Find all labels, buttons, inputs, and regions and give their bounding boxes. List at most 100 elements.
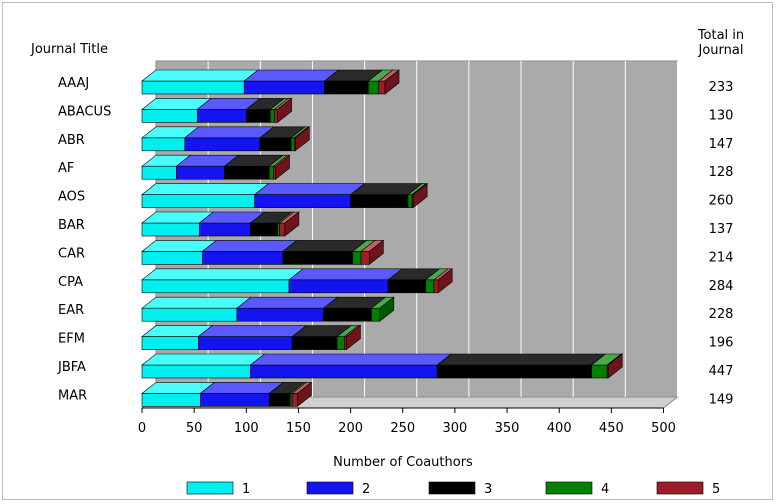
bar-segment xyxy=(268,393,291,407)
totals-header-line1: Total in xyxy=(697,28,744,43)
total-label: 233 xyxy=(709,80,734,95)
bar-segment xyxy=(274,109,278,123)
x-tick-label: 400 xyxy=(547,421,572,436)
total-label: 284 xyxy=(709,279,734,294)
bar-segment-side xyxy=(379,296,395,322)
bar-segment-side xyxy=(607,353,623,379)
bar-segment-side xyxy=(295,126,310,152)
bar-segment xyxy=(141,364,251,379)
bar-group-cpa xyxy=(141,268,454,294)
bar-segment xyxy=(591,364,608,379)
bar-segment-side xyxy=(384,69,400,95)
bar-segment-top xyxy=(243,69,340,82)
bar-segment xyxy=(268,165,274,180)
bar-group-aos xyxy=(141,182,429,209)
y-axis-title: Journal Title xyxy=(30,42,108,57)
bar-group-aaaj xyxy=(141,69,400,95)
category-label: AAAJ xyxy=(58,76,89,91)
bar-segment-side xyxy=(277,97,292,124)
x-tick-label: 200 xyxy=(338,421,363,436)
bar-segment-top xyxy=(436,353,607,366)
x-tick-label: 450 xyxy=(599,421,624,436)
bar-segment xyxy=(141,307,238,322)
bar-group-ear xyxy=(141,296,395,322)
bar-segment-side xyxy=(346,324,361,351)
bar-segment xyxy=(141,336,199,350)
bar-segment xyxy=(344,336,347,350)
total-label: 214 xyxy=(709,250,734,265)
legend-swatch xyxy=(656,481,704,495)
bar-segment xyxy=(236,307,324,322)
bar-group-af xyxy=(141,154,291,180)
x-tick-label: 50 xyxy=(186,421,203,436)
x-tick-label: 350 xyxy=(495,421,520,436)
bar-segment xyxy=(378,80,386,95)
bar-segment-top xyxy=(141,183,270,195)
legend-label: 3 xyxy=(484,482,492,497)
bar-segment xyxy=(291,393,298,407)
x-tick-label: 150 xyxy=(286,421,311,436)
bar-segment xyxy=(368,80,380,95)
category-labels: AAAJ ABACUS ABR AF AOS BAR CAR CPA EAR EFM JBFA MAR xyxy=(57,76,111,403)
x-tick-label: 250 xyxy=(390,421,415,436)
bar-segment xyxy=(199,222,251,237)
x-tick-label: 300 xyxy=(442,421,467,436)
legend-swatch xyxy=(186,481,234,495)
bar-segment-top xyxy=(197,325,308,337)
bar-segment xyxy=(273,165,276,180)
bar-segment-side xyxy=(437,268,453,294)
bar-segment xyxy=(200,393,270,407)
bar-segment-top xyxy=(281,240,368,252)
bar-segment xyxy=(202,251,284,265)
category-label: BAR xyxy=(58,218,85,233)
bar-segment xyxy=(141,137,186,152)
legend-label: 2 xyxy=(362,482,370,497)
bar-group-jbfa xyxy=(141,353,624,379)
bar-segment xyxy=(141,165,177,180)
x-axis: 0 50 100 150 200 250 300 350 400 450 500 xyxy=(138,407,676,436)
category-label: ABACUS xyxy=(58,104,111,119)
total-label: 196 xyxy=(709,336,734,351)
gridlines xyxy=(207,61,678,397)
legend-label: 5 xyxy=(712,482,720,497)
category-label: EFM xyxy=(58,332,85,347)
bar-segment xyxy=(279,222,286,237)
bar-segment-side xyxy=(369,239,384,266)
bar-segment xyxy=(436,364,592,379)
bar-segment xyxy=(141,109,198,123)
totals-header-line2: Journal xyxy=(698,43,744,58)
bar-group-abacus xyxy=(141,97,293,124)
bar-segment xyxy=(141,194,255,208)
total-label: 149 xyxy=(709,392,734,407)
bar-segment xyxy=(141,222,200,237)
bar-segment xyxy=(269,109,275,123)
bar-segment xyxy=(184,137,261,152)
bar-segment xyxy=(176,165,225,180)
bar-segment xyxy=(246,109,271,123)
category-label: MAR xyxy=(58,388,87,403)
bar-segment xyxy=(323,307,372,322)
legend-label: 4 xyxy=(601,482,609,497)
bar-segment xyxy=(350,194,409,208)
bar-segment-top xyxy=(141,69,260,82)
bar-segment xyxy=(288,279,389,294)
x-tick-label: 0 xyxy=(138,421,146,436)
legend-label: 1 xyxy=(242,482,250,497)
bar-segment xyxy=(141,393,201,407)
bar-segment xyxy=(196,109,247,123)
bar-segment xyxy=(336,336,345,350)
bar-segment xyxy=(291,336,338,350)
bar-segment xyxy=(289,393,293,407)
bar-segment-side xyxy=(275,154,290,180)
bar-segment xyxy=(360,251,370,265)
bar-segment-top xyxy=(199,382,285,394)
category-label: JBFA xyxy=(57,360,86,375)
category-label: CPA xyxy=(58,275,83,290)
total-label: 260 xyxy=(709,194,734,209)
category-label: AOS xyxy=(58,190,85,205)
bar-group-bar xyxy=(141,211,300,237)
bars xyxy=(141,69,624,408)
bar-group-efm xyxy=(141,324,362,351)
bar-segment-top xyxy=(236,296,339,309)
